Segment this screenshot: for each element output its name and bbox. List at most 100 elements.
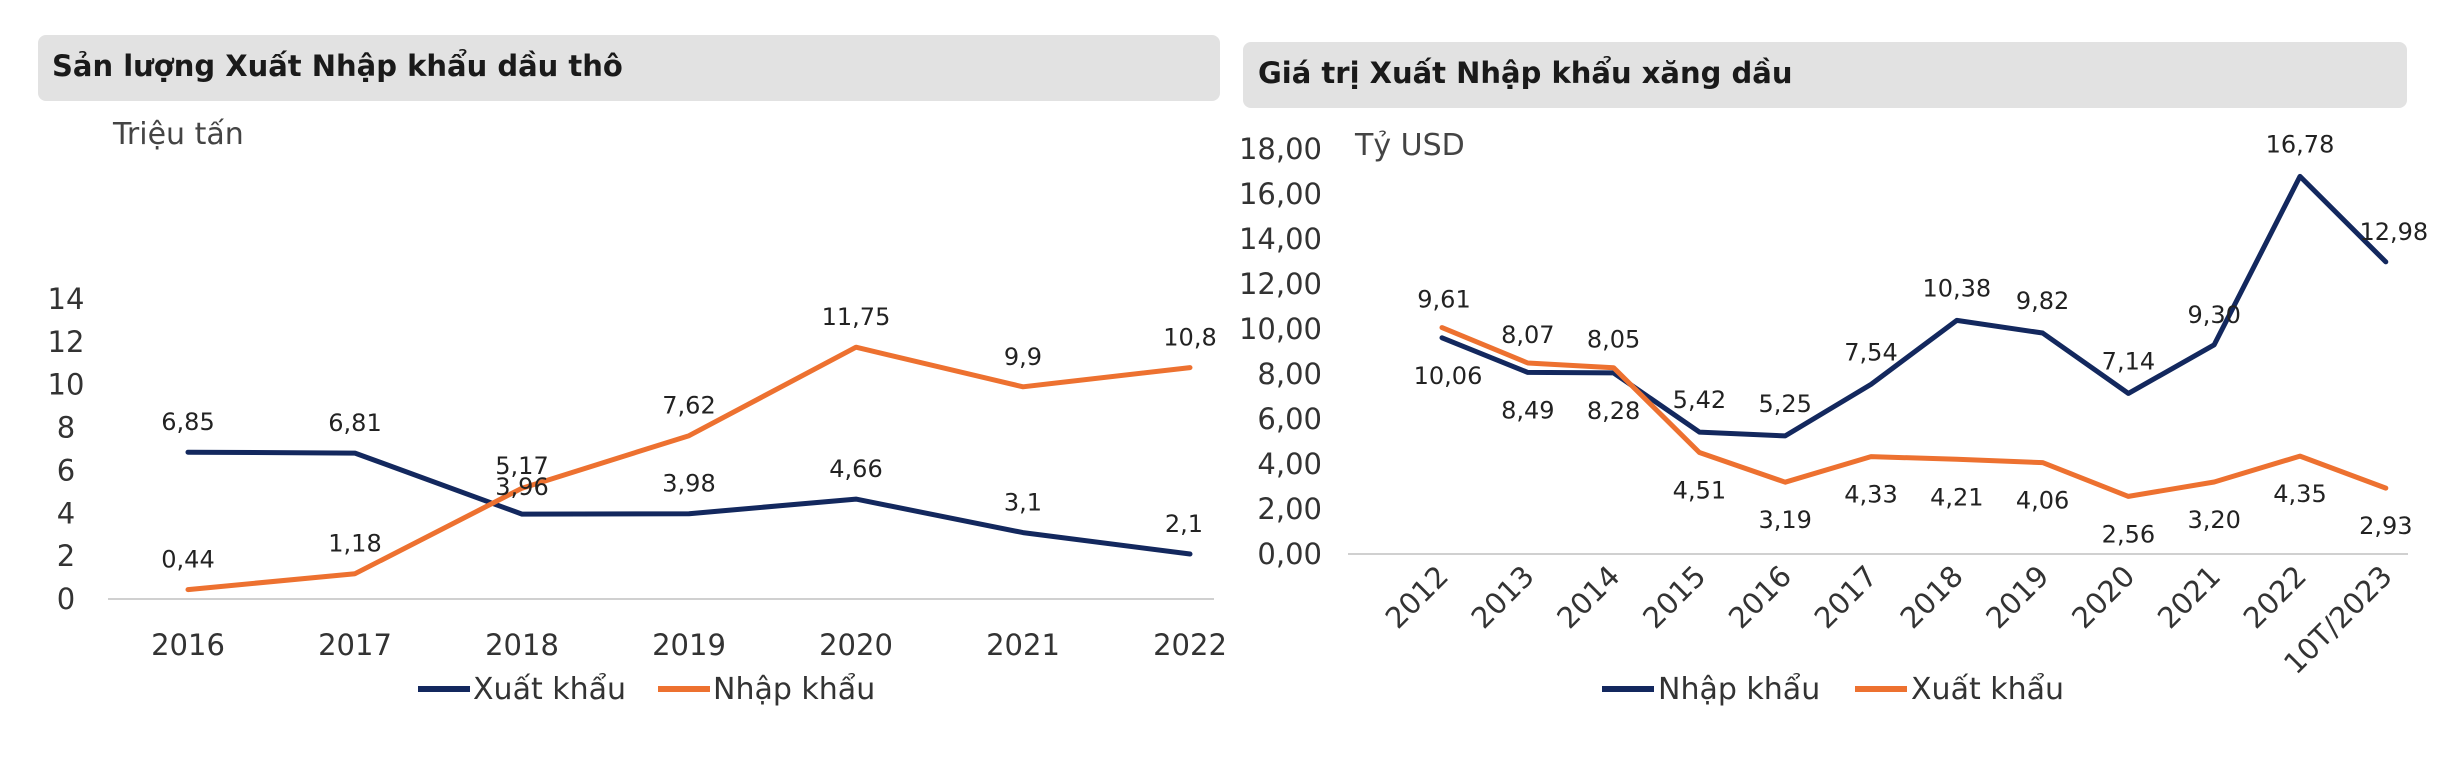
c2-x-tick-7: 2019	[1979, 559, 2055, 635]
c2-x-tick-0: 2012	[1379, 559, 1455, 635]
c2-data-label-1-2: 8,05	[1587, 326, 1640, 354]
c1-series-line-1	[185, 344, 1193, 593]
c2-data-label-1-10: 4,35	[2273, 480, 2326, 508]
c2-data-label-1-5: 4,33	[1844, 481, 1897, 509]
chart-2-y-ticks: 0,00 2,00 4,00 6,00 8,00 10,00 12,00 14,00 16,00…	[1239, 132, 1322, 571]
c1-data-label-0-4: 4,66	[829, 455, 882, 483]
c1-y-tick-0: 0	[57, 582, 75, 616]
c2-y-tick-2: 4,00	[1257, 447, 1322, 481]
chart-2-title-bar	[1243, 42, 2407, 108]
chart-1-legend: Xuất khẩu Nhập khẩu	[418, 671, 875, 707]
c1-data-label-0-6: 2,1	[1165, 510, 1203, 538]
c1-series-line-0	[185, 449, 1193, 557]
chart-2-series	[1439, 173, 2389, 499]
c2-data-label-0-0: 10,06	[1414, 362, 1483, 390]
chart-1-unit-label: Triệu tấn	[112, 117, 244, 152]
c2-data-label-0-8: 7,14	[2102, 347, 2155, 375]
c2-x-tick-2: 2014	[1550, 559, 1626, 635]
c2-x-tick-1: 2013	[1465, 559, 1541, 635]
c2-y-tick-6: 12,00	[1239, 267, 1322, 301]
c2-x-tick-6: 2018	[1894, 559, 1970, 635]
chart-1-legend-label-0: Xuất khẩu	[473, 671, 626, 707]
chart-2-legend: Nhập khẩu Xuất khẩu	[1602, 671, 2064, 707]
c2-data-label-1-0: 9,61	[1417, 286, 1470, 314]
c1-y-tick-5: 10	[48, 368, 85, 402]
chart-2-unit-label: Tỷ USD	[1354, 128, 1465, 163]
c2-data-label-0-11: 12,98	[2359, 218, 2428, 246]
c1-y-tick-1: 2	[57, 539, 75, 573]
c2-data-label-1-1: 8,07	[1501, 321, 1554, 349]
c2-data-label-1-4: 3,19	[1758, 506, 1811, 534]
c2-data-label-0-3: 5,42	[1673, 386, 1726, 414]
c1-data-label-0-3: 3,98	[662, 470, 715, 498]
c2-data-label-0-7: 9,82	[2016, 287, 2069, 315]
chart-2-legend-label-1: Xuất khẩu	[1911, 671, 2064, 707]
chart-2-title: Giá trị Xuất Nhập khẩu xăng dầu	[1258, 56, 1792, 90]
chart-1-series	[185, 344, 1193, 593]
c1-data-label-0-5: 3,1	[1004, 489, 1042, 517]
chart-2: Giá trị Xuất Nhập khẩu xăng dầu Tỷ USD 0…	[1239, 42, 2428, 707]
c2-y-tick-9: 18,00	[1239, 132, 1322, 166]
c1-data-label-1-2: 5,17	[495, 452, 548, 480]
c1-data-label-1-3: 7,62	[662, 392, 715, 420]
c2-x-tick-8: 2020	[2065, 559, 2141, 635]
c2-data-label-1-8: 2,56	[2102, 520, 2155, 548]
chart-1-title-bar	[38, 35, 1220, 101]
c2-x-tick-4: 2016	[1722, 559, 1798, 635]
c2-data-label-0-2: 8,28	[1587, 397, 1640, 425]
c1-x-tick-3: 2019	[652, 628, 726, 662]
c2-series-line-1	[1439, 325, 2389, 499]
chart-1-data-labels: 6,85 6,81 3,96 3,98 4,66 3,1 2,1 0,44 1,18 5,17 7,…	[161, 303, 1216, 573]
chart-2-data-labels: 10,06 8,49 8,28 5,42 5,25 7,54 10,38 9,82 7,14 9,…	[1414, 130, 2429, 548]
c1-y-tick-7: 14	[48, 282, 85, 316]
c1-x-tick-6: 2022	[1153, 628, 1227, 662]
c2-y-tick-5: 10,00	[1239, 312, 1322, 346]
c2-data-label-0-5: 7,54	[1844, 338, 1897, 366]
c2-y-tick-3: 6,00	[1257, 402, 1322, 436]
c2-y-tick-0: 0,00	[1257, 537, 1322, 571]
c1-data-label-1-4: 11,75	[822, 303, 891, 331]
chart-1-legend-label-1: Nhập khẩu	[713, 671, 875, 707]
c1-y-tick-2: 4	[57, 496, 75, 530]
c2-data-label-1-6: 4,21	[1930, 483, 1983, 511]
c2-y-tick-7: 14,00	[1239, 222, 1322, 256]
c1-x-tick-5: 2021	[986, 628, 1060, 662]
c2-y-tick-8: 16,00	[1239, 177, 1322, 211]
c1-data-label-1-6: 10,8	[1163, 324, 1216, 352]
c2-data-label-0-9: 9,30	[2187, 301, 2240, 329]
c1-y-tick-4: 8	[57, 411, 75, 445]
chart-1-title: Sản lượng Xuất Nhập khẩu dầu thô	[52, 49, 623, 83]
c2-data-label-1-3: 4,51	[1673, 477, 1726, 505]
c2-y-tick-4: 8,00	[1257, 357, 1322, 391]
c1-x-tick-2: 2018	[485, 628, 559, 662]
c1-data-label-0-1: 6,81	[328, 409, 381, 437]
c1-data-label-0-2: 3,96	[495, 473, 548, 501]
c1-data-label-1-5: 9,9	[1004, 343, 1042, 371]
chart-2-legend-label-0: Nhập khẩu	[1658, 671, 1820, 707]
c1-x-tick-4: 2020	[819, 628, 893, 662]
c1-x-tick-0: 2016	[151, 628, 225, 662]
c1-x-tick-1: 2017	[318, 628, 392, 662]
c1-data-label-0-0: 6,85	[161, 408, 214, 436]
c2-x-tick-10: 2022	[2237, 559, 2313, 635]
c1-y-tick-6: 12	[48, 325, 85, 359]
chart-1-x-ticks: 2016 2017 2018 2019 2020 2021 2022	[151, 628, 1227, 662]
chart-2-x-ticks: 2012 2013 2014 2015 2016 2017 2018 2019 2020 2021…	[1379, 559, 2399, 681]
c2-data-label-0-10: 16,78	[2266, 130, 2335, 158]
c2-series-line-0	[1439, 173, 2389, 439]
chart-1: Sản lượng Xuất Nhập khẩu dầu thô Triệu t…	[38, 35, 1227, 707]
c1-y-tick-3: 6	[57, 453, 75, 487]
c2-x-tick-3: 2015	[1636, 559, 1712, 635]
c2-x-tick-9: 2021	[2151, 559, 2227, 635]
c2-x-tick-5: 2017	[1808, 559, 1884, 635]
c2-data-label-0-4: 5,25	[1758, 390, 1811, 418]
c2-data-label-0-6: 10,38	[1922, 274, 1991, 302]
c2-data-label-1-11: 2,93	[2359, 512, 2412, 540]
c2-y-tick-1: 2,00	[1257, 492, 1322, 526]
c1-data-label-1-0: 0,44	[161, 546, 214, 574]
c2-data-label-1-7: 4,06	[2016, 487, 2069, 515]
c2-data-label-1-9: 3,20	[2187, 506, 2240, 534]
c2-data-label-0-1: 8,49	[1501, 396, 1554, 424]
c1-data-label-1-1: 1,18	[328, 530, 381, 558]
